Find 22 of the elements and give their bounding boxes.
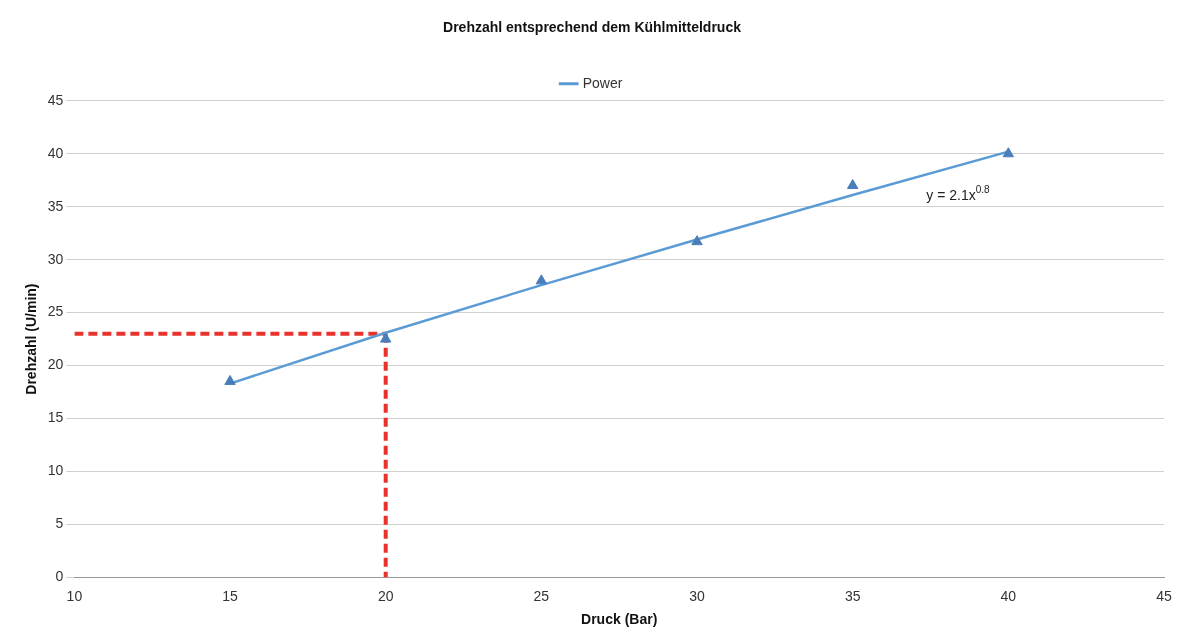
y-tick-label: 25: [47, 303, 64, 320]
x-axis-title: Druck (Bar): [581, 611, 658, 628]
y-tick-label: 30: [47, 250, 64, 267]
y-tick-label: 10: [47, 462, 64, 479]
chart-title: Drehzahl entsprechend dem Kühlmitteldruck: [443, 19, 742, 36]
x-tick-label: 40: [1000, 587, 1017, 604]
x-tick-label: 20: [377, 587, 394, 604]
y-axis-title: Drehzahl (U/min): [23, 283, 40, 395]
y-tick-label: 35: [47, 197, 64, 214]
y-tick-label: 5: [55, 515, 64, 532]
legend-label: Power: [582, 74, 623, 91]
x-tick-label: 25: [533, 587, 550, 604]
y-tick-label: 20: [47, 356, 64, 373]
x-tick-label: 15: [222, 587, 239, 604]
y-tick-label: 15: [47, 409, 64, 426]
y-tick-label: 40: [47, 144, 64, 161]
x-tick-label: 10: [66, 587, 83, 604]
y-tick-label: 45: [47, 91, 64, 108]
x-tick-label: 35: [844, 587, 861, 604]
x-tick-label: 30: [689, 587, 706, 604]
x-tick-label: 45: [1156, 587, 1172, 604]
y-tick-label: 0: [55, 568, 64, 585]
